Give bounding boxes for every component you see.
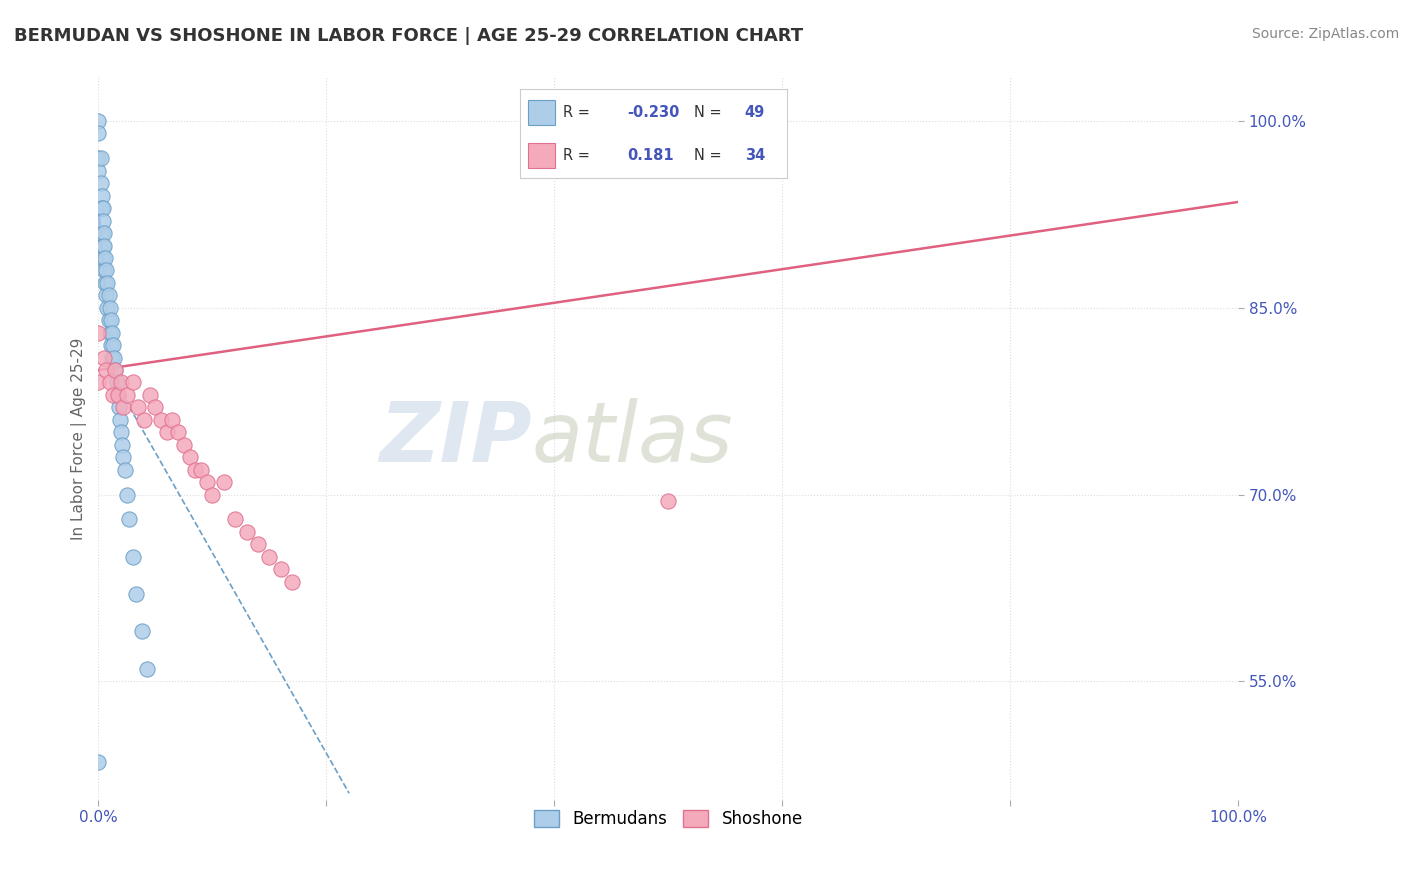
Point <box>112 450 135 465</box>
Point <box>101 338 124 352</box>
Legend: Bermudans, Shoshone: Bermudans, Shoshone <box>527 803 810 835</box>
Point <box>125 587 148 601</box>
Point <box>110 376 132 390</box>
Point <box>179 450 201 465</box>
Point <box>259 549 281 564</box>
Point <box>100 338 122 352</box>
Point <box>98 301 121 315</box>
Point <box>93 263 115 277</box>
Point <box>90 201 112 215</box>
Point <box>98 326 121 340</box>
Point <box>94 276 117 290</box>
Text: 0.181: 0.181 <box>627 148 673 162</box>
Point <box>87 152 110 166</box>
Point <box>235 524 257 539</box>
Point <box>87 755 110 769</box>
Point <box>111 438 134 452</box>
Point <box>184 462 207 476</box>
Text: 34: 34 <box>745 148 765 162</box>
Point <box>90 201 112 215</box>
Point <box>105 376 128 390</box>
Point <box>212 475 235 489</box>
Point <box>110 425 132 440</box>
Point <box>136 662 159 676</box>
Text: -0.230: -0.230 <box>627 105 679 120</box>
Point <box>150 413 173 427</box>
Text: atlas: atlas <box>531 398 733 479</box>
Point <box>131 624 153 639</box>
Point <box>121 549 143 564</box>
Point <box>224 512 246 526</box>
Point <box>96 263 118 277</box>
Text: R =: R = <box>562 105 591 120</box>
Point <box>132 413 155 427</box>
Point <box>167 425 190 440</box>
Point <box>98 376 121 390</box>
Point <box>104 363 127 377</box>
Point <box>108 401 131 415</box>
Point <box>91 213 114 227</box>
Point <box>96 288 118 302</box>
Point <box>138 388 160 402</box>
Bar <box>529 100 555 125</box>
Point <box>101 388 124 402</box>
Point <box>87 127 110 141</box>
Point <box>90 152 112 166</box>
Point <box>143 401 166 415</box>
Point <box>96 301 118 315</box>
Point <box>118 512 141 526</box>
Point <box>87 114 110 128</box>
Point <box>103 351 125 365</box>
Text: Source: ZipAtlas.com: Source: ZipAtlas.com <box>1251 27 1399 41</box>
Point <box>93 238 115 252</box>
Point <box>90 226 112 240</box>
Point <box>115 388 138 402</box>
Point <box>101 326 124 340</box>
Point <box>97 313 120 327</box>
Point <box>87 163 110 178</box>
Point <box>115 487 138 501</box>
Point <box>94 251 117 265</box>
Text: R =: R = <box>562 148 591 162</box>
Text: N =: N = <box>695 148 721 162</box>
Point <box>87 326 110 340</box>
Point <box>121 376 143 390</box>
Point <box>657 493 679 508</box>
Point <box>104 363 127 377</box>
Point <box>173 438 195 452</box>
Point <box>270 562 292 576</box>
Point <box>100 313 122 327</box>
Text: N =: N = <box>695 105 721 120</box>
Point <box>93 226 115 240</box>
Point <box>90 188 112 202</box>
Y-axis label: In Labor Force | Age 25-29: In Labor Force | Age 25-29 <box>72 337 87 540</box>
Point <box>162 413 184 427</box>
Point <box>281 574 304 589</box>
Point <box>112 401 135 415</box>
Point <box>107 388 129 402</box>
Point <box>101 351 124 365</box>
Point <box>114 462 136 476</box>
Point <box>107 388 129 402</box>
Point <box>91 238 114 252</box>
Point <box>246 537 269 551</box>
Point <box>91 251 114 265</box>
Point <box>195 475 218 489</box>
Point <box>97 288 120 302</box>
Bar <box>529 143 555 168</box>
Point <box>91 201 114 215</box>
Point <box>87 376 110 390</box>
Point <box>127 401 149 415</box>
Text: BERMUDAN VS SHOSHONE IN LABOR FORCE | AGE 25-29 CORRELATION CHART: BERMUDAN VS SHOSHONE IN LABOR FORCE | AG… <box>14 27 803 45</box>
Text: 49: 49 <box>745 105 765 120</box>
Point <box>190 462 212 476</box>
Text: ZIP: ZIP <box>378 398 531 479</box>
Point <box>108 413 131 427</box>
Point <box>90 176 112 190</box>
Point <box>96 276 118 290</box>
Point <box>156 425 179 440</box>
Point <box>201 487 224 501</box>
Point <box>96 363 118 377</box>
Point <box>93 351 115 365</box>
